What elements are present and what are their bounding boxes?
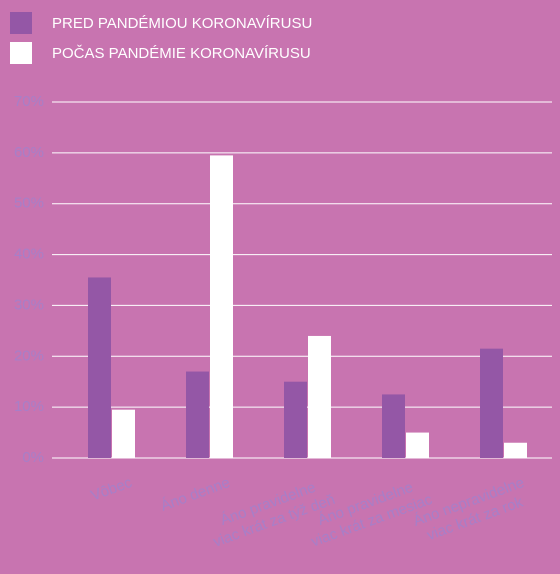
bar — [112, 409, 135, 458]
bar — [504, 442, 527, 458]
y-tick-label: 50% — [14, 195, 44, 212]
legend-label: POČAS PANDÉMIE KORONAVÍRUSU — [52, 45, 311, 62]
y-tick-label: 20% — [14, 347, 44, 364]
bar — [284, 381, 307, 458]
legend-swatch — [10, 12, 32, 34]
bar — [88, 277, 111, 458]
y-tick-label: 10% — [14, 398, 44, 415]
bar — [406, 432, 429, 458]
legend-swatch — [10, 42, 32, 64]
bar — [480, 348, 503, 458]
y-tick-label: 60% — [14, 144, 44, 161]
bar — [210, 155, 233, 458]
bar — [382, 394, 405, 458]
y-tick-label: 70% — [14, 93, 44, 110]
y-tick-label: 0% — [22, 449, 44, 466]
y-tick-label: 30% — [14, 296, 44, 313]
y-tick-label: 40% — [14, 246, 44, 263]
legend-label: PRED PANDÉMIOU KORONAVÍRUSU — [52, 15, 312, 32]
bar — [308, 335, 331, 458]
bar — [186, 371, 209, 458]
